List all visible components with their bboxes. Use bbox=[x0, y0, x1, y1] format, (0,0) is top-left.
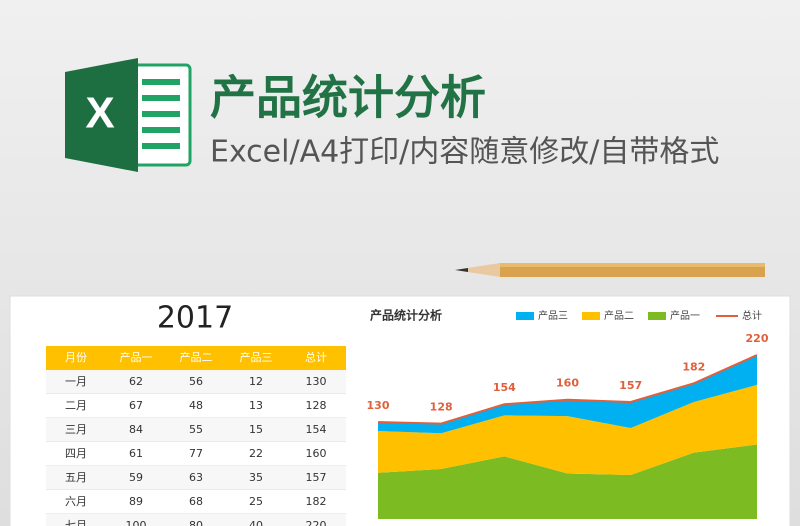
table-cell: 35 bbox=[249, 471, 263, 484]
table-cell: 一月 bbox=[65, 375, 87, 388]
table-cell: 13 bbox=[249, 399, 263, 412]
table-cell: 15 bbox=[249, 423, 263, 436]
title: 产品统计分析 bbox=[210, 71, 486, 125]
table-cell: 56 bbox=[189, 375, 203, 388]
table-row-bg bbox=[46, 394, 346, 418]
table-cell: 25 bbox=[249, 495, 263, 508]
table-row-bg bbox=[46, 442, 346, 466]
legend-label: 产品二 bbox=[604, 309, 634, 322]
table-cell: 三月 bbox=[65, 423, 87, 436]
table-cell: 84 bbox=[129, 423, 143, 436]
table-cell: 六月 bbox=[65, 495, 87, 508]
pencil bbox=[455, 263, 765, 277]
table-header-bg bbox=[46, 346, 346, 370]
data-label: 182 bbox=[682, 360, 705, 373]
data-label: 157 bbox=[619, 379, 642, 392]
table-cell: 89 bbox=[129, 495, 143, 508]
legend-label: 产品一 bbox=[670, 309, 700, 322]
table-cell: 55 bbox=[189, 423, 203, 436]
table-cell: 100 bbox=[126, 519, 147, 526]
table-row-bg bbox=[46, 490, 346, 514]
table-cell: 182 bbox=[306, 495, 327, 508]
data-label: 154 bbox=[493, 381, 516, 394]
table-cell: 68 bbox=[189, 495, 203, 508]
table-cell: 61 bbox=[129, 447, 143, 460]
table-cell: 22 bbox=[249, 447, 263, 460]
legend-swatch bbox=[516, 312, 534, 320]
column-header: 产品二 bbox=[180, 350, 213, 364]
table-cell: 154 bbox=[306, 423, 327, 436]
data-label: 160 bbox=[556, 377, 579, 390]
table-cell: 67 bbox=[129, 399, 143, 412]
table-cell: 157 bbox=[306, 471, 327, 484]
column-header: 月份 bbox=[65, 351, 87, 364]
area bbox=[378, 384, 757, 476]
table-cell: 四月 bbox=[65, 447, 87, 460]
column-header: 产品三 bbox=[240, 350, 273, 364]
total-line bbox=[377, 354, 758, 425]
table-cell: 七月 bbox=[65, 519, 87, 526]
table-cell: 80 bbox=[189, 519, 203, 526]
table-cell: 220 bbox=[306, 519, 327, 526]
svg-text:X: X bbox=[85, 89, 114, 138]
table-row-bg bbox=[46, 466, 346, 490]
table-row-bg bbox=[46, 418, 346, 442]
table-cell: 二月 bbox=[65, 399, 87, 412]
data-label: 128 bbox=[430, 401, 453, 414]
area bbox=[378, 444, 757, 519]
table-cell: 五月 bbox=[65, 471, 87, 484]
column-header: 总计 bbox=[305, 350, 327, 364]
legend-label: 总计 bbox=[742, 309, 762, 322]
table-cell: 63 bbox=[189, 471, 203, 484]
excel-logo: X bbox=[65, 58, 192, 172]
subtitle: Excel/A4打印/内容随意修改/自带格式 bbox=[210, 135, 719, 170]
legend-swatch bbox=[648, 312, 666, 320]
column-header: 产品一 bbox=[120, 350, 153, 364]
legend-swatch bbox=[582, 312, 600, 320]
table-cell: 40 bbox=[249, 519, 263, 526]
table-cell: 77 bbox=[189, 447, 203, 460]
legend-label: 产品三 bbox=[538, 309, 568, 322]
chart-title: 产品统计分析 bbox=[370, 308, 442, 323]
table-cell: 62 bbox=[129, 375, 143, 388]
table-cell: 12 bbox=[249, 375, 263, 388]
data-label: 130 bbox=[367, 399, 390, 412]
table-cell: 160 bbox=[306, 447, 327, 460]
table-year: 2017 bbox=[157, 301, 233, 336]
data-label: 220 bbox=[746, 332, 769, 345]
table-cell: 128 bbox=[306, 399, 327, 412]
table-cell: 130 bbox=[306, 375, 327, 388]
table-row-bg bbox=[46, 370, 346, 394]
table-cell: 59 bbox=[129, 471, 143, 484]
area bbox=[378, 355, 757, 434]
table-cell: 48 bbox=[189, 399, 203, 412]
table-row-bg bbox=[46, 514, 346, 526]
